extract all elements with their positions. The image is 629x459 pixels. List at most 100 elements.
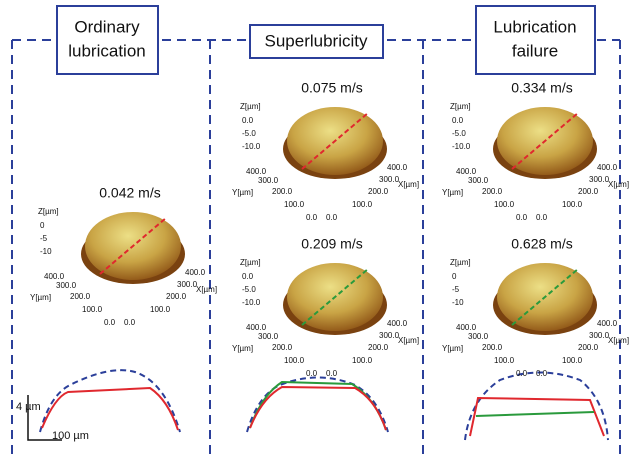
- y-axis-label: Y[µm]: [232, 188, 253, 197]
- z-tick-label: -5: [40, 234, 48, 243]
- x-tick-label: 0.0: [326, 369, 338, 378]
- y-tick-label: 0.0: [516, 213, 528, 222]
- y-axis-label: Y[µm]: [442, 188, 463, 197]
- scale-label: 4 µm: [16, 401, 41, 413]
- y-tick-label: 300.0: [258, 176, 279, 185]
- x-axis-label: X[µm]: [608, 180, 629, 189]
- y-tick-label: 400.0: [246, 323, 267, 332]
- y-tick-label: 400.0: [44, 272, 65, 281]
- panel-title: Ordinary: [74, 17, 140, 36]
- z-axis-label: Z[µm]: [240, 102, 261, 111]
- speed-label: 0.334 m/s: [511, 80, 572, 96]
- profile-line: [42, 388, 178, 430]
- x-tick-label: 100.0: [352, 200, 373, 209]
- y-tick-label: 300.0: [56, 281, 77, 290]
- x-tick-label: 400.0: [387, 163, 408, 172]
- profile-arc: [40, 370, 180, 432]
- z-tick-label: -5.0: [452, 129, 466, 138]
- title-box: [476, 6, 595, 74]
- y-tick-label: 400.0: [456, 323, 477, 332]
- y-axis-label: Y[µm]: [442, 344, 463, 353]
- x-tick-label: 300.0: [379, 175, 400, 184]
- z-tick-label: -10.0: [452, 142, 471, 151]
- y-tick-label: 100.0: [284, 356, 305, 365]
- z-tick-label: -10.0: [242, 142, 261, 151]
- z-tick-label: 0: [40, 221, 45, 230]
- panel-title: failure: [512, 41, 558, 60]
- x-tick-label: 300.0: [177, 280, 198, 289]
- x-tick-label: 100.0: [562, 200, 583, 209]
- x-tick-label: 100.0: [352, 356, 373, 365]
- z-tick-label: -5: [452, 285, 460, 294]
- y-tick-label: 200.0: [482, 187, 503, 196]
- x-tick-label: 400.0: [597, 163, 618, 172]
- z-axis-label: Z[µm]: [450, 258, 471, 267]
- profile-line: [470, 398, 604, 436]
- profile-arc: [465, 373, 608, 441]
- y-tick-label: 300.0: [468, 332, 489, 341]
- y-tick-label: 0.0: [104, 318, 116, 327]
- profiles: [40, 370, 608, 440]
- y-tick-label: 200.0: [272, 343, 293, 352]
- z-tick-label: -10: [40, 247, 52, 256]
- y-axis-label: Y[µm]: [232, 344, 253, 353]
- y-tick-label: 300.0: [468, 176, 489, 185]
- y-tick-label: 200.0: [70, 292, 91, 301]
- y-tick-label: 100.0: [494, 200, 515, 209]
- y-tick-label: 400.0: [246, 167, 267, 176]
- y-tick-label: 100.0: [82, 305, 103, 314]
- x-tick-label: 100.0: [562, 356, 583, 365]
- y-tick-label: 300.0: [258, 332, 279, 341]
- y-tick-label: 0.0: [516, 369, 528, 378]
- profile-line: [250, 382, 386, 430]
- x-tick-label: 0.0: [124, 318, 136, 327]
- x-tick-label: 200.0: [578, 187, 599, 196]
- y-tick-label: 400.0: [456, 167, 477, 176]
- x-tick-label: 200.0: [368, 187, 389, 196]
- z-tick-label: -10: [452, 298, 464, 307]
- x-tick-label: 0.0: [536, 213, 548, 222]
- z-tick-label: 0.0: [242, 272, 254, 281]
- speed-label: 0.209 m/s: [301, 236, 362, 252]
- speed-label: 0.628 m/s: [511, 236, 572, 252]
- y-tick-label: 100.0: [494, 356, 515, 365]
- profile-line: [476, 412, 594, 416]
- x-tick-label: 100.0: [150, 305, 171, 314]
- profile-arc: [247, 378, 388, 433]
- x-tick-label: 200.0: [166, 292, 187, 301]
- y-axis-label: Y[µm]: [30, 293, 51, 302]
- y-tick-label: 0.0: [306, 213, 318, 222]
- z-tick-label: -10.0: [242, 298, 261, 307]
- x-tick-label: 400.0: [597, 319, 618, 328]
- panel-title: lubrication: [68, 41, 146, 60]
- speed-label: 0.042 m/s: [99, 185, 160, 201]
- x-tick-label: 300.0: [589, 331, 610, 340]
- title-box: [57, 6, 158, 74]
- z-axis-label: Z[µm]: [38, 207, 59, 216]
- x-tick-label: 0.0: [536, 369, 548, 378]
- x-tick-label: 300.0: [379, 331, 400, 340]
- x-tick-label: 400.0: [387, 319, 408, 328]
- x-axis-label: X[µm]: [398, 180, 419, 189]
- scale-label: 100 µm: [52, 430, 89, 442]
- z-tick-label: 0.0: [452, 116, 464, 125]
- speed-label: 0.075 m/s: [301, 80, 362, 96]
- z-tick-label: -5.0: [242, 285, 256, 294]
- x-tick-label: 300.0: [589, 175, 610, 184]
- panel-title: Lubrication: [493, 17, 576, 36]
- x-tick-label: 200.0: [578, 343, 599, 352]
- x-axis-label: X[µm]: [196, 285, 217, 294]
- z-tick-label: -5.0: [242, 129, 256, 138]
- y-tick-label: 0.0: [306, 369, 318, 378]
- y-tick-label: 100.0: [284, 200, 305, 209]
- y-tick-label: 200.0: [482, 343, 503, 352]
- figure: Ordinary lubrication Superlubricity Lubr…: [0, 0, 629, 459]
- z-axis-label: Z[µm]: [450, 102, 471, 111]
- x-axis-label: X[µm]: [608, 336, 629, 345]
- x-tick-label: 0.0: [326, 213, 338, 222]
- x-tick-label: 400.0: [185, 268, 206, 277]
- z-tick-label: 0: [452, 272, 457, 281]
- panel-title: Superlubricity: [265, 31, 368, 50]
- z-tick-label: 0.0: [242, 116, 254, 125]
- y-tick-label: 200.0: [272, 187, 293, 196]
